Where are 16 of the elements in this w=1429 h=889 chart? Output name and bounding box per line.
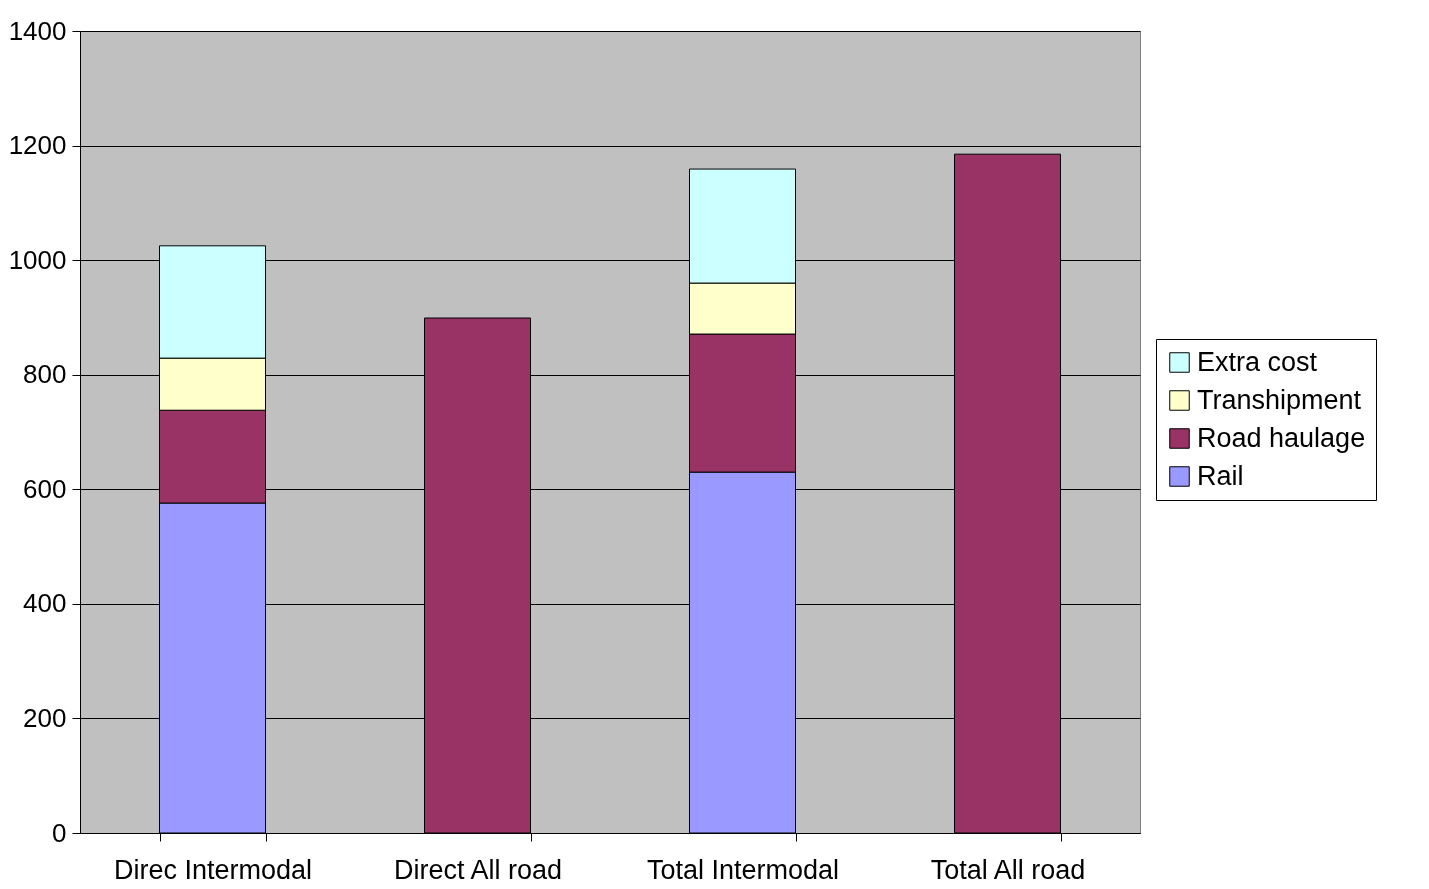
y-tick-label: 1000 bbox=[8, 244, 67, 275]
y-tick-label: 600 bbox=[23, 473, 67, 504]
y-tick-label: 1200 bbox=[8, 130, 67, 161]
legend-label: Rail bbox=[1197, 460, 1244, 491]
y-tick-label: 400 bbox=[23, 588, 67, 619]
legend-label: Transhipment bbox=[1197, 384, 1362, 415]
x-tick-label: Direct All road bbox=[393, 854, 563, 885]
x-tick-label: Total All road bbox=[930, 854, 1086, 885]
legend-label: Road haulage bbox=[1197, 422, 1366, 453]
y-tick-label: 1400 bbox=[8, 15, 67, 46]
y-tick-label: 800 bbox=[23, 359, 67, 390]
x-tick-label: Direc Intermodal bbox=[113, 854, 313, 885]
x-tick-label: Total Intermodal bbox=[646, 854, 840, 885]
legend-label: Extra cost bbox=[1197, 346, 1318, 377]
y-tick-label: 0 bbox=[52, 817, 67, 848]
y-tick-label: 200 bbox=[23, 702, 67, 733]
